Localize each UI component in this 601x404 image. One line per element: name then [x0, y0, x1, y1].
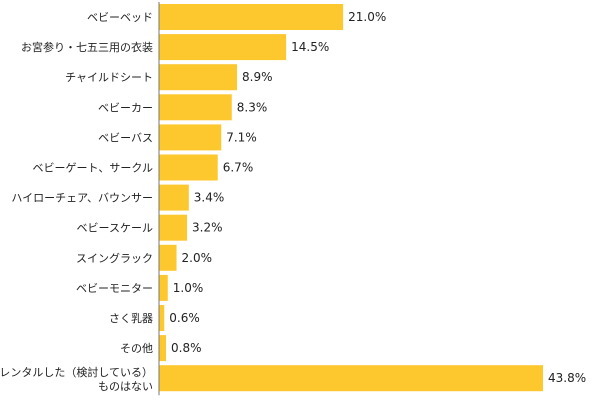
bar: [159, 124, 222, 151]
value-label: 8.3%: [237, 100, 268, 114]
bar: [159, 244, 177, 271]
category-label: ベビースケール: [77, 222, 153, 235]
value-label: 0.6%: [169, 311, 200, 325]
category-label: ベビーカー: [98, 101, 153, 114]
bar: [159, 274, 168, 301]
category-label: ベビーモニター: [76, 282, 153, 295]
bar: [159, 154, 218, 181]
bar: [159, 365, 543, 392]
value-label: 0.8%: [171, 341, 202, 355]
value-label: 3.2%: [192, 221, 223, 235]
value-label: 14.5%: [291, 40, 329, 54]
bar: [159, 94, 232, 121]
value-labels-group: 21.0% 14.5% 8.9% 8.3% 7.1% 6.7% 3.4% 3.2% 2.0% 1.…: [169, 10, 586, 385]
bar: [159, 64, 238, 91]
category-label: お宮参り・七五三用の衣装: [21, 40, 153, 54]
bar: [159, 305, 165, 331]
value-label: 43.8%: [548, 371, 586, 385]
category-label: ベビーゲート、サークル: [33, 162, 153, 175]
category-label: チャイルドシート: [65, 71, 153, 84]
value-label: 7.1%: [226, 130, 257, 144]
category-labels-group: ベビーベッドお宮参り・七五三用の衣装チャイルドシートベビーカーベビーバスベビーゲ…: [0, 11, 153, 393]
category-label: さく乳器: [109, 312, 153, 325]
category-label: ベビーバス: [98, 131, 153, 144]
category-label: ハイローチェア、バウンサー: [11, 192, 153, 205]
bar: [159, 34, 287, 61]
bar: [159, 184, 189, 211]
category-label: その他: [120, 342, 153, 355]
bar: [159, 4, 344, 30]
bar: [159, 214, 188, 241]
category-label: スイングラック: [76, 251, 153, 265]
bar: [159, 335, 167, 362]
value-label: 21.0%: [348, 10, 386, 24]
value-label: 2.0%: [182, 251, 213, 265]
bars-group: [159, 4, 543, 392]
category-label: ベビーベッド: [87, 11, 153, 24]
value-label: 3.4%: [194, 191, 225, 205]
value-label: 6.7%: [223, 161, 254, 175]
value-label: 1.0%: [173, 281, 204, 295]
category-label: レンタルした（検討している）ものはない: [0, 365, 153, 393]
value-label: 8.9%: [242, 70, 273, 84]
